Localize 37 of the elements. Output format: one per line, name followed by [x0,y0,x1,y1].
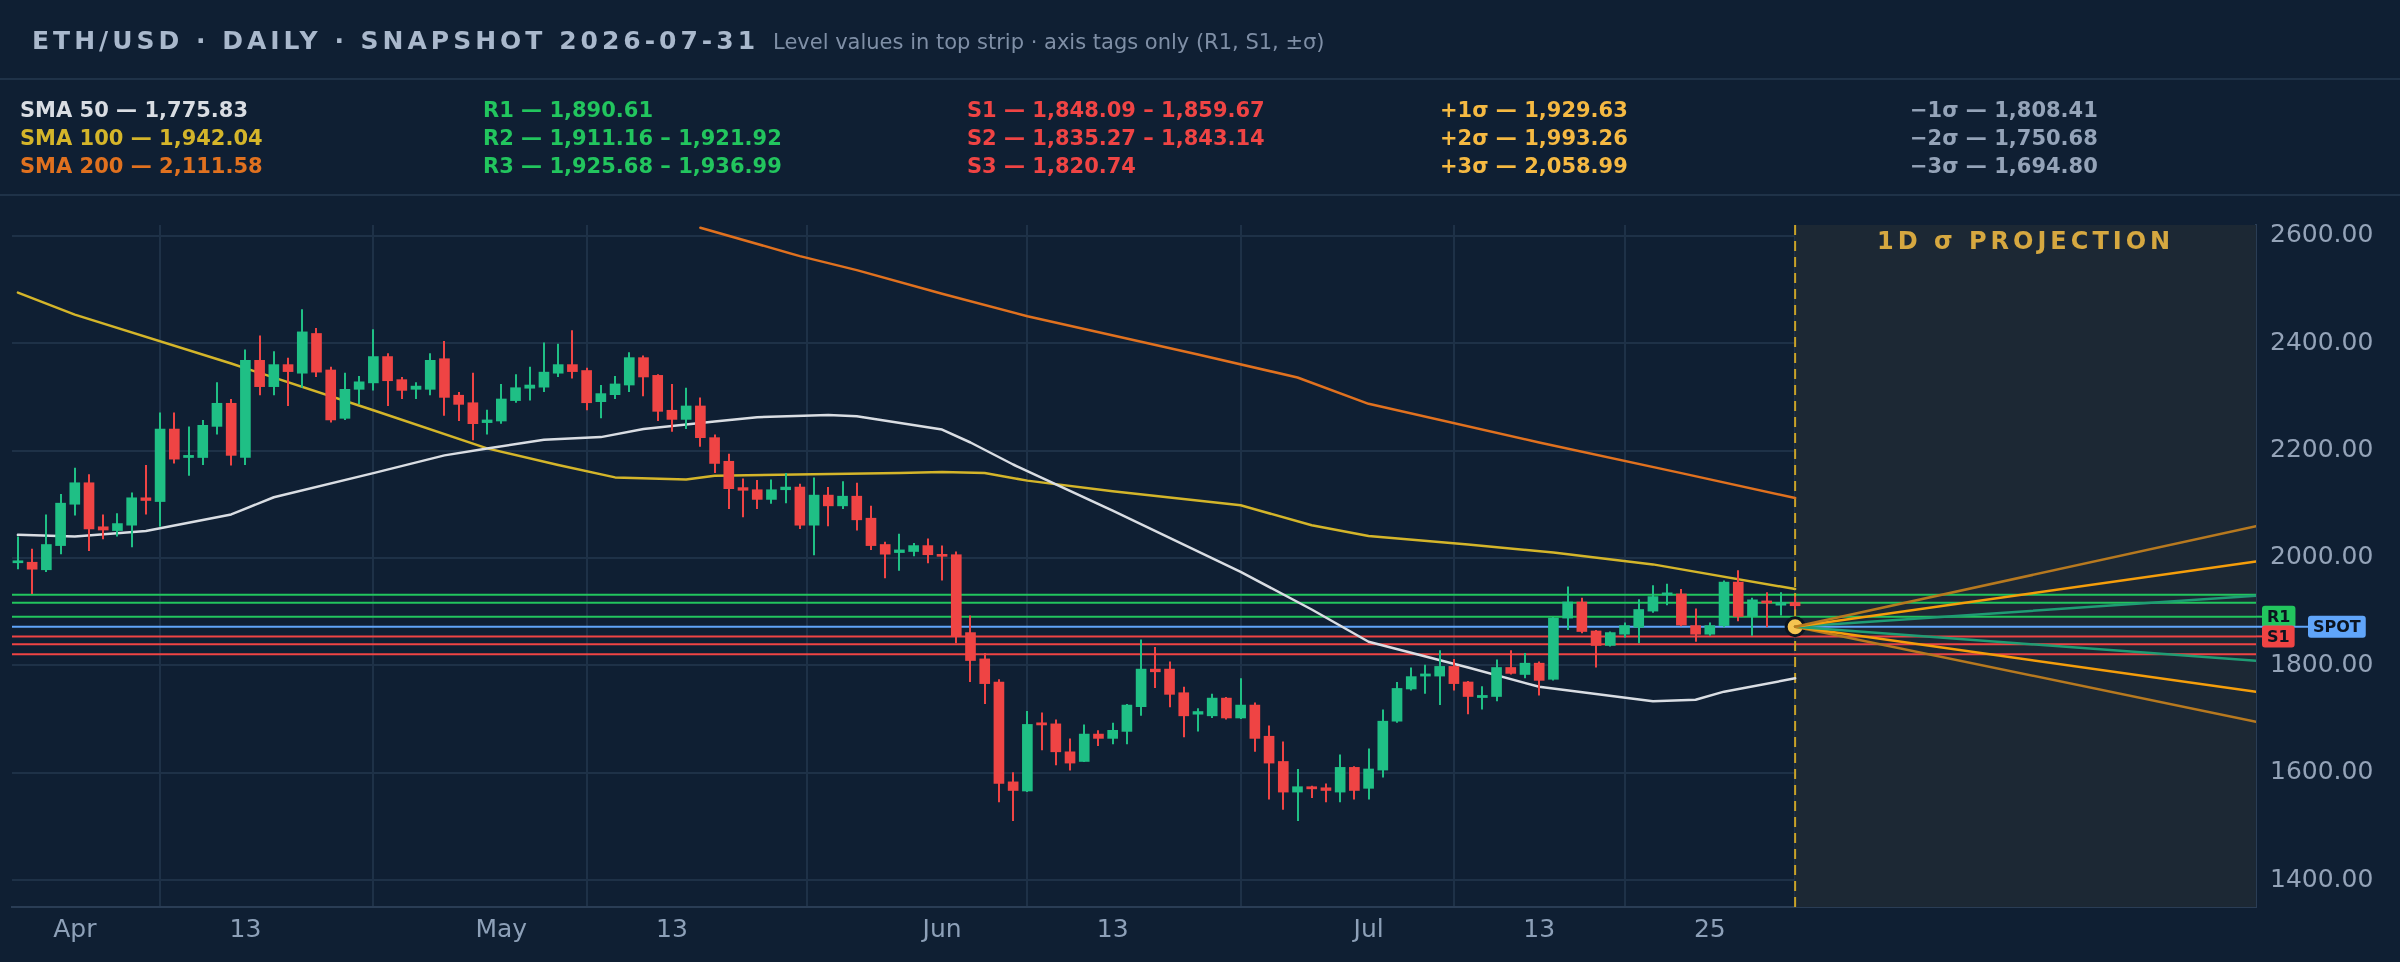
text: S3 — 1,820.74 [967,153,1137,180]
text: SMA 50 — 1,775.83 [20,97,250,124]
y-tick-label: 2600.00 [2270,219,2374,249]
text: R3 — 1,925.68 – 1,936.99 [483,153,782,180]
x-tick-label: 25 [1693,913,1726,943]
chart-subtitle: Level values in top strip · axis tags only (R1, S1, ±σ) [773,30,1325,54]
text: S1 — 1,848.09 – 1,859.67 [967,97,1265,124]
text: +1σ — 1,929.63 [1440,97,1628,124]
x-tick-label: 13 [656,913,688,943]
x-tick-label: Jul [1351,913,1384,943]
y-tick-label: 1600.00 [2270,756,2374,786]
chart-title: ETH/USD · DAILY · SNAPSHOT 2026-07-31 [32,26,760,55]
text: SMA 100 — 1,942.04 [20,125,263,152]
y-tick-label: 1400.00 [2270,863,2374,893]
ref-line-label: SPOT [2313,616,2361,636]
x-tick-label: May [475,913,528,943]
text: +2σ — 1,993.26 [1440,125,1628,152]
ref-line-label: S1 [2267,626,2290,646]
x-tick-label: 13 [1096,913,1129,943]
y-tick-label: 2000.00 [2270,541,2374,571]
text: −2σ — 1,750.68 [1910,125,2098,152]
text: +3σ — 2,058.99 [1440,153,1628,180]
text: SMA 200 — 2,111.58 [20,153,263,180]
text: R1 — 1,890.61 [483,97,655,124]
y-tick-label: 2200.00 [2270,434,2374,464]
text: R2 — 1,911.16 – 1,921.92 [483,125,782,152]
band-label: 1D σ PROJECTION [1876,227,2175,256]
ref-line-label: R1 [2267,606,2291,626]
y-tick-label: 1800.00 [2270,648,2374,678]
text: −1σ — 1,808.41 [1910,97,2098,124]
x-tick-label: 13 [229,913,262,943]
text: −3σ — 1,694.80 [1910,153,2098,180]
text: S2 — 1,835.27 – 1,843.14 [967,125,1265,152]
y-tick-label: 2400.00 [2270,326,2374,356]
x-tick-label: 13 [1523,913,1556,943]
x-tick-label: Apr [53,913,98,943]
x-tick-label: Jun [920,913,962,943]
